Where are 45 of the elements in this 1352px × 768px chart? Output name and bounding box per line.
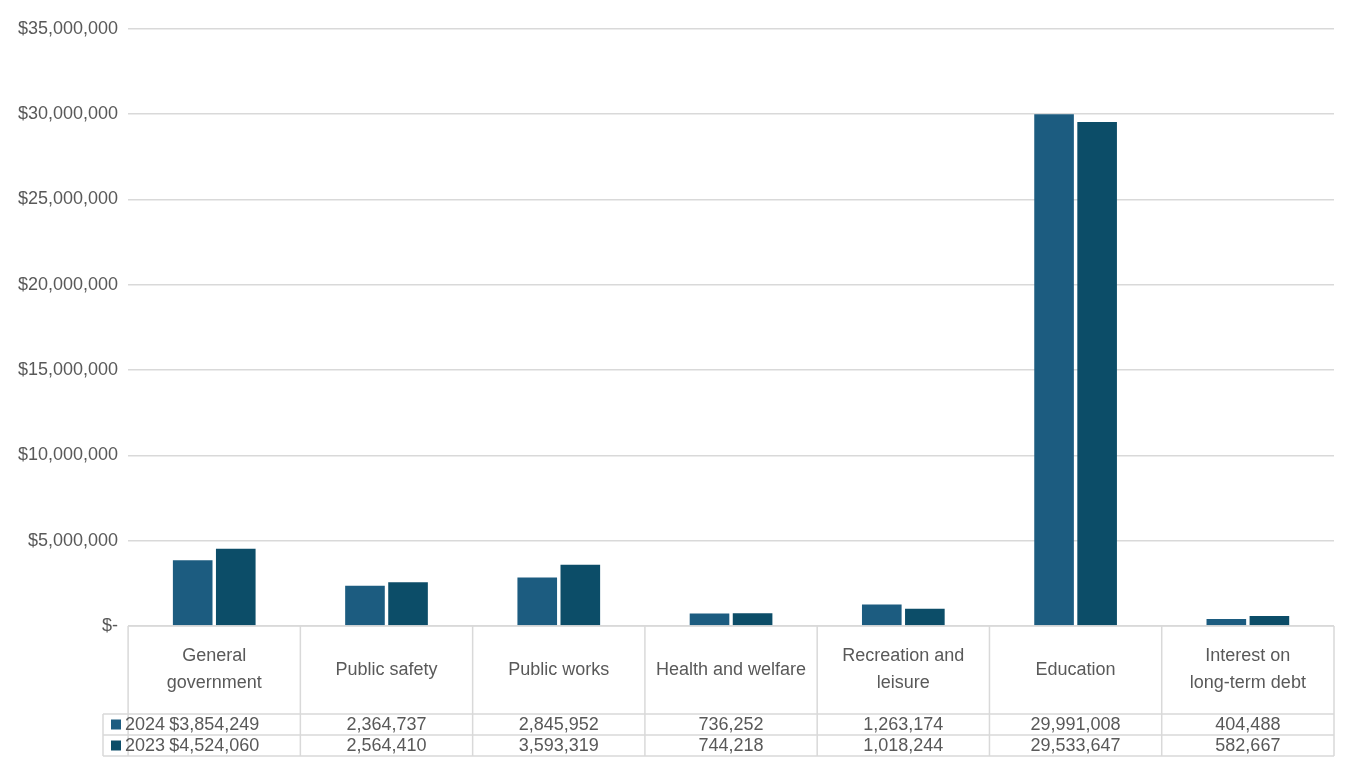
y-tick-label: $5,000,000: [28, 529, 119, 550]
x-tick-label: Public safety: [335, 658, 438, 679]
x-tick-label: General government: [166, 645, 262, 693]
y-tick-label: $30,000,000: [17, 103, 119, 124]
y-tick-label: $25,000,000: [17, 188, 119, 209]
bar: [345, 585, 385, 626]
data-label: 1,018,244: [863, 735, 944, 756]
bar: [1077, 122, 1117, 626]
y-tick-label: $15,000,000: [17, 359, 119, 380]
data-label: 582,667: [1215, 735, 1281, 756]
y-tick-label: $35,000,000: [17, 17, 119, 38]
data-label: 2,564,410: [346, 735, 427, 756]
bar: [732, 613, 773, 626]
bar: [689, 613, 730, 626]
bar: [517, 577, 558, 626]
bar: [215, 548, 256, 626]
legend-label: 2023: [125, 735, 166, 756]
data-label: 736,252: [698, 714, 764, 735]
data-label: 1,263,174: [863, 714, 944, 735]
bar: [861, 604, 902, 626]
bar: [388, 582, 428, 626]
bar: [1034, 114, 1074, 626]
data-label: 2,364,737: [346, 714, 427, 735]
data-label: $4,524,060: [169, 735, 260, 756]
y-tick-label: $-: [102, 614, 119, 635]
data-label: 29,991,008: [1030, 714, 1121, 735]
data-label: $3,854,249: [169, 714, 260, 735]
x-tick-label: Health and welfare: [656, 658, 807, 679]
bar: [172, 560, 213, 626]
bar: [560, 564, 601, 626]
data-label: 2,845,952: [518, 714, 599, 735]
bar: [1206, 619, 1247, 626]
x-tick-label: Interest on long-term debt: [1189, 645, 1306, 693]
x-tick-label: Recreation and leisure: [842, 645, 965, 693]
data-label: 404,488: [1215, 714, 1281, 735]
y-tick-label: $10,000,000: [17, 444, 119, 465]
bar: [905, 608, 945, 626]
y-tick-label: $20,000,000: [17, 273, 119, 294]
data-label: 3,593,319: [518, 735, 599, 756]
bar: [1249, 616, 1290, 626]
x-tick-label: Education: [1035, 658, 1116, 679]
data-label: 29,533,647: [1030, 735, 1121, 756]
x-tick-label: Public works: [508, 658, 610, 679]
legend-label: 2024: [125, 714, 166, 735]
data-label: 744,218: [698, 735, 764, 756]
